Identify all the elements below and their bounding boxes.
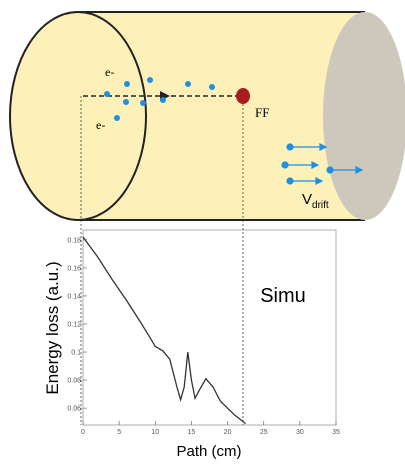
x-tick-label: 0 bbox=[81, 429, 85, 436]
fragment-label: FF bbox=[255, 105, 269, 120]
x-tick-label: 10 bbox=[151, 429, 159, 436]
fission-fragment bbox=[236, 88, 250, 104]
y-tick-label: 0.06 bbox=[67, 406, 81, 413]
x-tick-label: 30 bbox=[296, 429, 304, 436]
x-tick-label: 5 bbox=[117, 429, 121, 436]
x-tick-label: 35 bbox=[332, 429, 340, 436]
y-tick-label: 0.08 bbox=[67, 378, 81, 385]
drift-v: V bbox=[302, 191, 312, 208]
plot-area bbox=[82, 229, 337, 426]
electrons bbox=[104, 77, 215, 121]
y-tick-label: 0.12 bbox=[67, 321, 81, 328]
electron-label: e- bbox=[96, 118, 105, 132]
drift-label: Vdrift bbox=[302, 191, 329, 211]
x-tick-label: 20 bbox=[224, 429, 232, 436]
cylinder-front bbox=[9, 11, 147, 221]
energy-loss-curve bbox=[82, 236, 247, 425]
electron-label: e- bbox=[105, 65, 114, 79]
y-tick-label: 0.18 bbox=[67, 237, 81, 244]
y-axis-label: Energy loss (a.u.) bbox=[43, 261, 62, 394]
x-tick-label: 15 bbox=[188, 429, 196, 436]
x-tick-label: 25 bbox=[260, 429, 268, 436]
plot: 0 5 10 15 20 25 30 35 0.06 0.08 0.1 0.12 0.14 0.16 0.1… bbox=[67, 236, 340, 436]
y-tick-label: 0.14 bbox=[67, 293, 81, 300]
x-axis-label: Path (cm) bbox=[176, 443, 241, 460]
drift-arrows bbox=[281, 143, 364, 185]
cylinder-end bbox=[323, 12, 405, 220]
y-tick-label: 0.16 bbox=[67, 265, 81, 272]
y-tick-label: 0.1 bbox=[71, 350, 81, 357]
drift-sub: drift bbox=[312, 200, 329, 211]
simu-label: Simu bbox=[260, 285, 306, 307]
